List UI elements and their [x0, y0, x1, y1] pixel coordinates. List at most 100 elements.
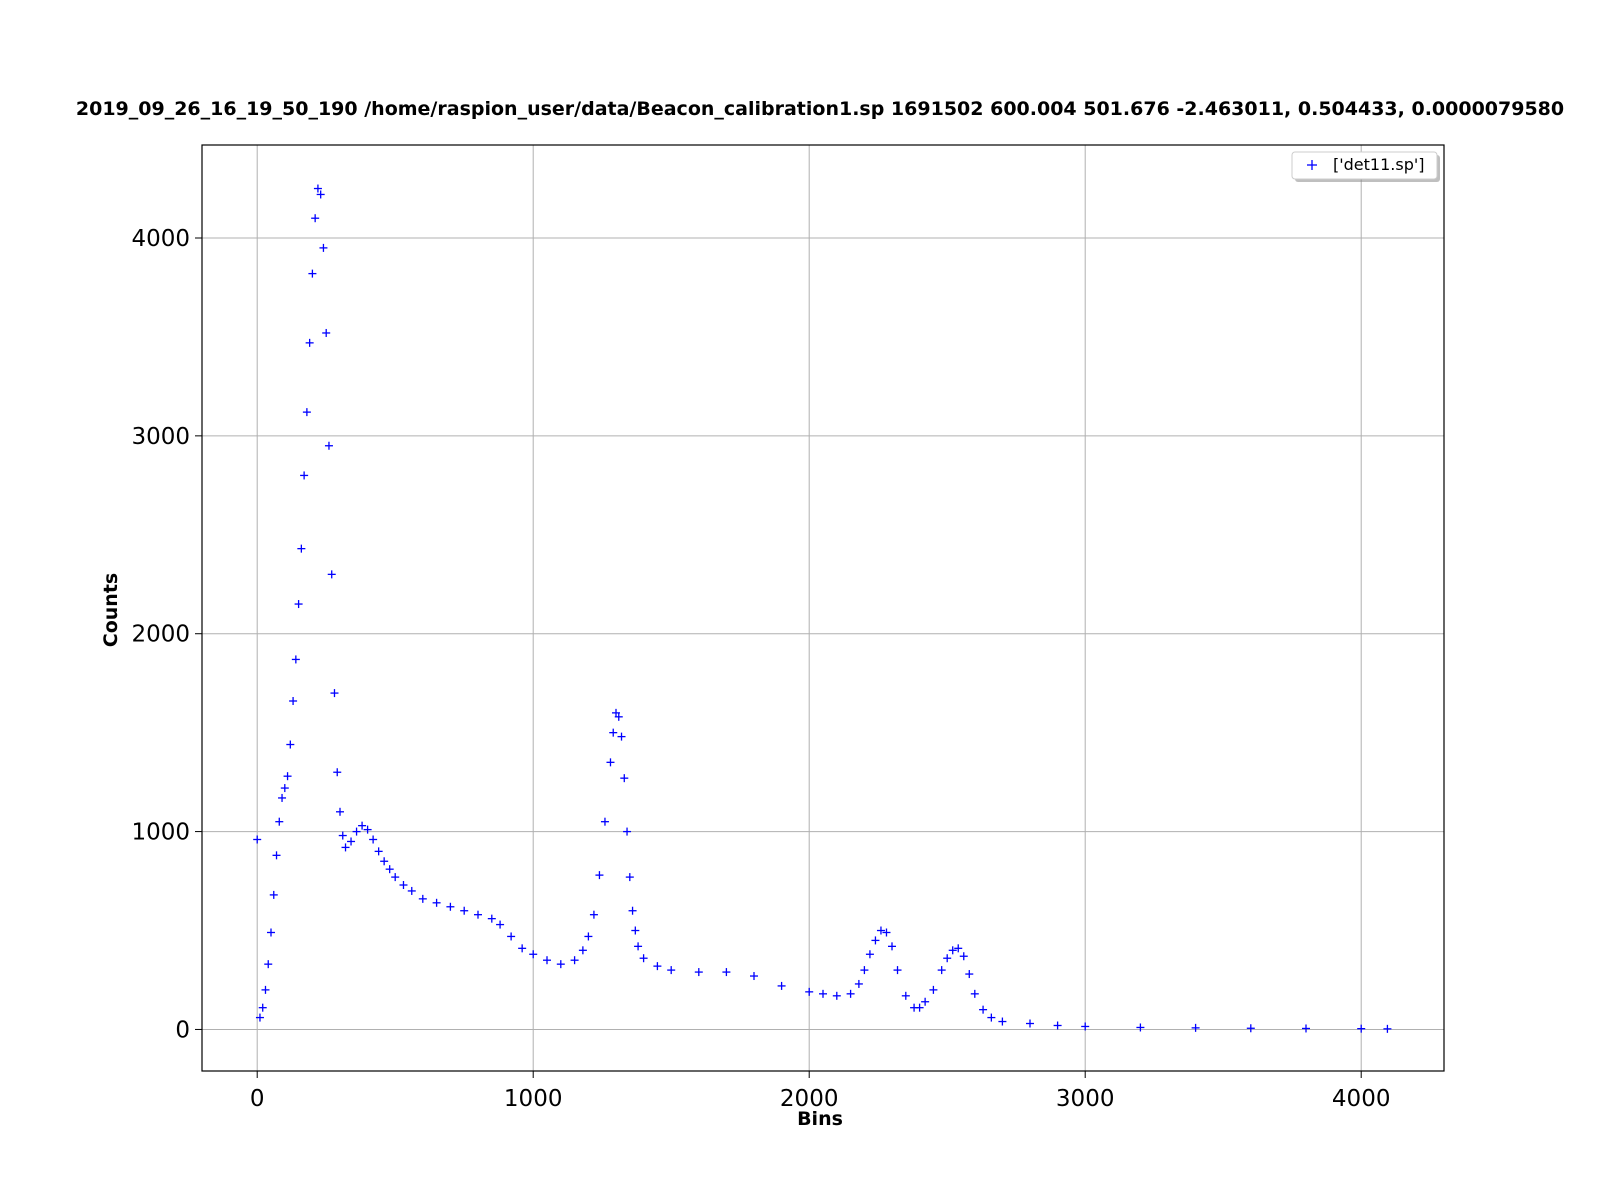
data-point [1302, 1024, 1310, 1033]
data-point [625, 873, 634, 882]
data-point [267, 928, 275, 937]
data-point [255, 1013, 264, 1022]
data-point [750, 972, 758, 981]
data-point [518, 944, 527, 953]
data-point [272, 851, 281, 860]
data-point [347, 837, 356, 846]
data-point [474, 910, 482, 919]
data-point [595, 871, 604, 880]
data-point [286, 740, 295, 749]
data-point [363, 825, 372, 834]
data-point [628, 906, 637, 915]
data-point [1136, 1023, 1145, 1032]
data-point [1383, 1024, 1392, 1033]
y-tick-label: 3000 [131, 424, 190, 450]
data-point [322, 328, 331, 337]
x-axis-label: Bins [797, 1108, 843, 1130]
data-point [352, 827, 361, 836]
data-point [1246, 1024, 1255, 1033]
data-point [888, 942, 896, 951]
data-point [965, 970, 974, 979]
data-point [261, 985, 270, 994]
data-point [330, 689, 339, 698]
data-point [275, 817, 284, 826]
data-point [319, 243, 328, 252]
data-point [291, 655, 300, 664]
data-point [1357, 1024, 1366, 1033]
data-point [341, 843, 350, 852]
data-point [338, 831, 347, 840]
data-point [943, 954, 952, 963]
data-point [915, 1003, 924, 1012]
legend: ['det11.sp'] [1291, 151, 1440, 182]
data-point [620, 774, 629, 783]
data-point [819, 989, 827, 998]
data-point [882, 928, 891, 937]
data-point [529, 950, 538, 959]
data-point [876, 926, 885, 935]
data-point [901, 991, 910, 1000]
data-point [570, 956, 579, 965]
data-point [253, 835, 262, 844]
data-point [300, 471, 309, 480]
data-point [893, 966, 902, 975]
data-point [278, 793, 287, 802]
data-point [380, 857, 389, 866]
data-point [584, 932, 593, 941]
x-tick-label: 4000 [1332, 1086, 1391, 1112]
grid [202, 145, 1444, 1071]
data-point [589, 910, 598, 919]
data-point [959, 952, 968, 961]
data-point [987, 1013, 996, 1022]
x-tick-label: 3000 [1056, 1086, 1115, 1112]
data-point [316, 190, 325, 199]
data-point [313, 184, 322, 193]
data-point [929, 985, 938, 994]
y-axis-label: Counts [100, 573, 122, 647]
data-point [258, 1003, 267, 1012]
data-point [374, 847, 383, 856]
data-point [446, 902, 455, 911]
data-point [327, 570, 336, 579]
data-point [336, 807, 344, 816]
data-point [369, 835, 378, 844]
data-point [871, 936, 880, 945]
legend-label: ['det11.sp'] [1333, 155, 1425, 174]
data-point [289, 696, 298, 705]
data-point [418, 894, 427, 903]
data-point [979, 1005, 988, 1014]
data-point [921, 997, 930, 1006]
y-tick-label: 2000 [131, 622, 190, 648]
data-point [297, 544, 306, 553]
data-point [1191, 1023, 1200, 1032]
data-point [694, 968, 703, 977]
data-point [496, 920, 505, 929]
data-point [954, 944, 963, 953]
data-point [667, 966, 676, 975]
data-point [609, 728, 618, 737]
data-point [1026, 1019, 1034, 1028]
data-point [865, 950, 874, 959]
data-point [407, 886, 416, 895]
data-point [543, 956, 551, 965]
data-point [832, 991, 841, 1000]
data-point [614, 712, 623, 721]
data-points [253, 184, 1392, 1033]
data-point [269, 890, 278, 899]
data-point [777, 981, 786, 990]
data-point [653, 962, 662, 971]
data-point [487, 914, 496, 923]
data-point [948, 946, 957, 955]
data-point [846, 989, 855, 998]
legend-box [1291, 151, 1438, 180]
data-point [998, 1017, 1007, 1026]
y-tick-label: 4000 [131, 226, 190, 252]
data-point [1081, 1022, 1090, 1031]
data-point [600, 817, 609, 826]
axes-ticks: 0 1000 2000 3000 4000 0 1000 2000 3000 4000 [131, 226, 1390, 1112]
y-tick-label: 1000 [131, 820, 190, 846]
y-tick-label: 0 [175, 1017, 190, 1043]
data-point [722, 968, 731, 977]
data-point [617, 732, 626, 741]
